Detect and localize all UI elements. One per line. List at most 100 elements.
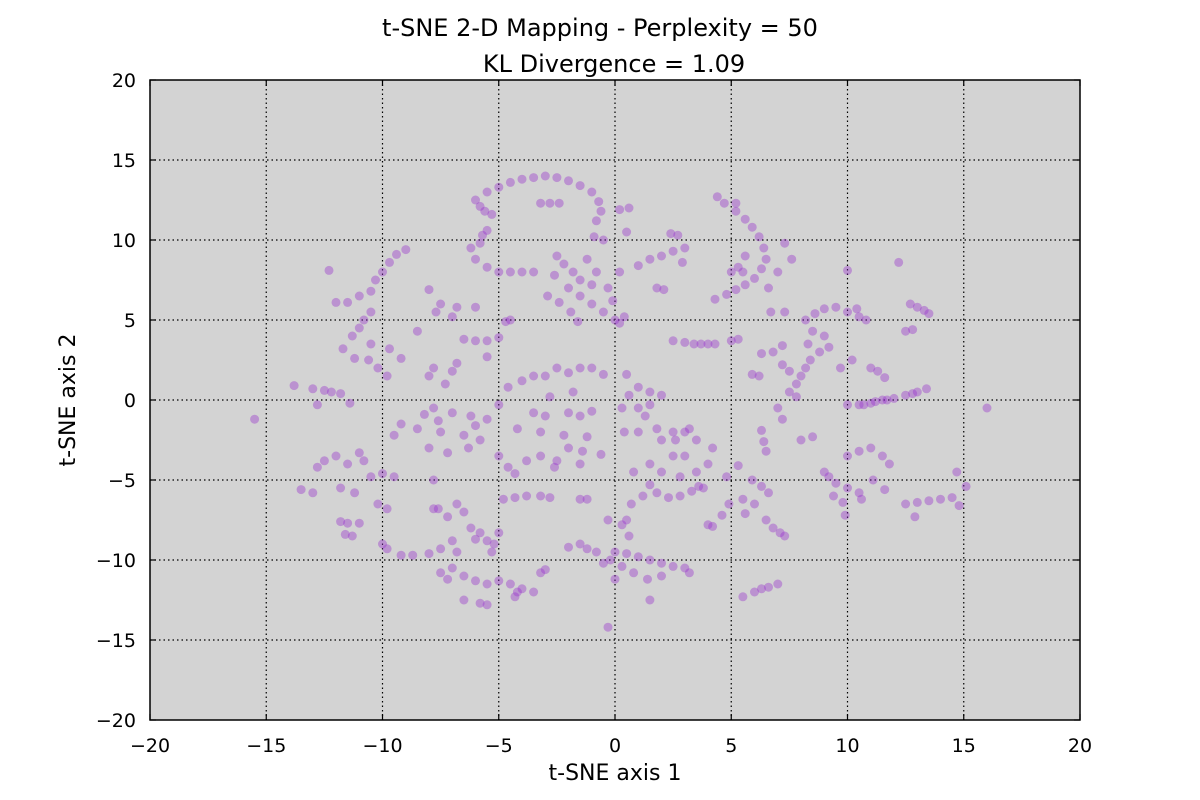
data-point: [819, 331, 829, 341]
data-point: [664, 493, 673, 503]
data-point: [598, 307, 608, 317]
data-point: [668, 427, 678, 437]
data-point: [831, 478, 841, 488]
data-point: [645, 387, 655, 397]
data-point: [471, 576, 480, 586]
data-point: [359, 315, 369, 325]
data-point: [836, 363, 845, 373]
data-point: [312, 462, 322, 472]
data-point: [633, 427, 643, 437]
data-point: [617, 561, 627, 571]
data-point: [773, 267, 783, 277]
data-point: [750, 273, 759, 283]
data-point: [831, 302, 841, 312]
y-tick-labels: −20 −15 −10 −5 0 5 10 15 20: [96, 70, 136, 732]
data-point: [924, 496, 934, 506]
data-point: [366, 307, 376, 317]
data-point: [482, 579, 492, 589]
data-point: [615, 267, 625, 277]
data-point: [659, 285, 669, 295]
x-tick-label: −15: [246, 735, 286, 757]
data-point: [482, 600, 492, 610]
data-point: [645, 480, 655, 490]
data-point: [722, 472, 732, 482]
data-point: [589, 232, 599, 242]
data-point: [733, 262, 743, 272]
data-point: [854, 446, 864, 456]
data-point: [436, 568, 446, 578]
data-point: [884, 459, 894, 469]
y-tick-label: −15: [96, 630, 136, 652]
data-point: [633, 261, 643, 271]
data-point: [866, 363, 876, 373]
data-point: [710, 294, 720, 304]
data-point: [819, 467, 829, 477]
data-point: [345, 398, 355, 408]
data-point: [719, 198, 729, 208]
data-point: [552, 363, 562, 373]
data-point: [575, 539, 585, 549]
data-point: [761, 446, 771, 456]
data-point: [961, 481, 971, 491]
data-point: [505, 579, 515, 589]
data-point: [452, 499, 462, 509]
data-point: [510, 469, 520, 479]
data-point: [343, 459, 353, 469]
data-point: [529, 408, 539, 418]
data-point: [559, 430, 569, 440]
data-point: [436, 427, 446, 437]
data-point: [768, 523, 778, 533]
data-point: [843, 265, 852, 275]
data-point: [359, 456, 369, 466]
data-point: [350, 353, 360, 363]
data-point: [747, 222, 757, 232]
x-tick-label: 15: [952, 735, 976, 757]
data-point: [389, 430, 399, 440]
data-point: [431, 307, 441, 317]
data-point: [529, 267, 539, 277]
data-point: [773, 579, 783, 589]
data-point: [582, 494, 592, 504]
data-point: [566, 307, 576, 317]
data-point: [336, 389, 346, 399]
data-point: [447, 563, 457, 573]
data-point: [773, 403, 783, 413]
data-point: [575, 411, 585, 421]
data-point: [582, 432, 592, 442]
data-point: [854, 400, 864, 410]
data-point: [740, 214, 750, 224]
data-point: [354, 291, 364, 301]
data-point: [780, 307, 790, 317]
data-point: [947, 493, 957, 503]
data-point: [429, 475, 439, 485]
data-point: [657, 390, 666, 400]
data-point: [847, 355, 857, 365]
data-point: [545, 392, 555, 402]
data-point: [643, 574, 652, 584]
data-point: [645, 555, 655, 565]
data-point: [694, 481, 704, 491]
data-point: [591, 267, 601, 277]
data-point: [464, 443, 473, 453]
data-point: [784, 366, 794, 376]
data-point: [626, 499, 636, 509]
data-point: [587, 299, 597, 309]
data-point: [596, 206, 606, 216]
data-point: [591, 547, 601, 557]
data-point: [429, 504, 439, 514]
data-point: [696, 339, 706, 349]
data-point: [861, 315, 871, 325]
data-point: [498, 494, 508, 504]
data-point: [645, 254, 655, 264]
data-point: [517, 376, 527, 386]
data-point: [575, 494, 585, 504]
data-point: [622, 515, 632, 525]
data-point: [594, 197, 604, 207]
data-point: [475, 528, 485, 538]
data-point: [801, 363, 811, 373]
data-point: [378, 267, 387, 277]
data-point: [378, 469, 387, 479]
data-point: [424, 549, 434, 559]
data-point: [843, 483, 852, 493]
data-point: [424, 285, 434, 295]
